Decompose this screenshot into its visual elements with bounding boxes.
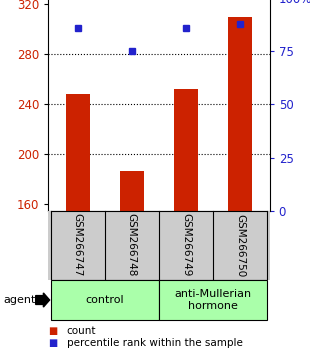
Bar xyxy=(66,95,90,211)
Text: anti-Mullerian
hormone: anti-Mullerian hormone xyxy=(174,289,251,311)
Text: GSM266750: GSM266750 xyxy=(235,213,245,277)
Text: GSM266748: GSM266748 xyxy=(127,213,137,277)
Bar xyxy=(51,280,159,320)
Bar xyxy=(174,90,198,211)
Bar xyxy=(120,171,144,211)
Bar xyxy=(228,17,252,211)
Bar xyxy=(159,280,267,320)
Text: percentile rank within the sample: percentile rank within the sample xyxy=(67,338,242,348)
Text: agent: agent xyxy=(3,295,35,305)
Text: GSM266747: GSM266747 xyxy=(73,213,83,277)
Text: control: control xyxy=(86,295,124,305)
Text: ■: ■ xyxy=(48,326,57,336)
Text: GSM266749: GSM266749 xyxy=(181,213,191,277)
Text: count: count xyxy=(67,326,96,336)
Text: ■: ■ xyxy=(48,338,57,348)
